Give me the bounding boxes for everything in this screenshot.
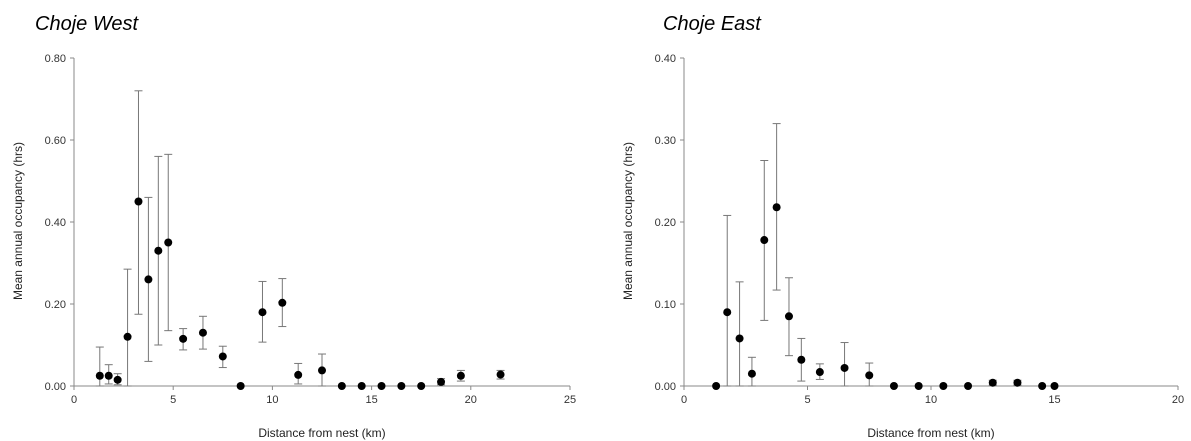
x-tick-label: 20	[1172, 394, 1184, 406]
chart-title: Choje West	[35, 13, 139, 35]
x-tick-label: 0	[681, 394, 687, 406]
data-point	[914, 382, 923, 390]
x-axis-label: Distance from nest (km)	[867, 426, 994, 440]
data-point	[456, 371, 465, 380]
y-tick-label: 0.40	[45, 217, 66, 229]
y-tick-label: 0.30	[655, 135, 676, 147]
data-point	[712, 382, 721, 390]
data-point	[104, 371, 113, 380]
data-point	[236, 382, 245, 390]
data-point	[134, 197, 143, 206]
data-point	[988, 378, 997, 387]
y-tick-label: 0.10	[655, 299, 676, 311]
x-tick-label: 10	[266, 394, 278, 406]
data-point	[377, 382, 386, 390]
x-tick-label: 15	[365, 394, 377, 406]
data-point	[144, 275, 153, 284]
data-point	[113, 375, 122, 384]
data-point	[723, 308, 732, 317]
y-tick-label: 0.20	[45, 299, 66, 311]
data-point	[417, 382, 426, 390]
data-point	[760, 236, 769, 245]
data-point	[397, 382, 406, 390]
chart-choje-west: Choje West 0 5 10 15 20 25 0.00 0.20 0.40 0.60 0.8…	[11, 13, 576, 440]
data-point	[1013, 378, 1022, 387]
y-tick-label: 0.00	[655, 381, 676, 393]
data-point	[939, 382, 948, 390]
error-bar	[123, 268, 132, 387]
error-bar	[735, 281, 744, 387]
x-tick-label: 15	[1048, 394, 1060, 406]
data-point	[294, 370, 303, 379]
y-tick-label: 0.00	[45, 381, 66, 393]
data-point	[772, 203, 781, 212]
data-point	[258, 308, 267, 317]
error-bar	[723, 214, 732, 387]
x-tick-label: 5	[804, 394, 810, 406]
data-point	[154, 246, 163, 255]
x-tick-label: 25	[564, 394, 576, 406]
data-point	[95, 371, 104, 380]
data-point	[357, 382, 366, 390]
y-tick-label: 0.40	[655, 53, 676, 65]
data-point	[198, 328, 207, 337]
data-point	[815, 368, 824, 377]
data-point	[784, 312, 793, 321]
data-point	[797, 355, 806, 364]
data-point	[747, 369, 756, 378]
data-point	[865, 371, 874, 380]
data-point	[889, 382, 898, 390]
x-tick-label: 20	[465, 394, 477, 406]
chart-choje-east: Choje East 0 5 10 15 200.000.100.200.300.40 …	[621, 13, 1184, 440]
x-tick-label: 0	[71, 394, 77, 406]
y-tick-label: 0.80	[45, 53, 66, 65]
x-axis-label: Distance from nest (km)	[258, 426, 385, 440]
data-point	[278, 298, 287, 307]
data-point	[496, 370, 505, 379]
chart-title: Choje East	[663, 13, 762, 35]
data-point	[964, 382, 973, 390]
data-point	[735, 334, 744, 343]
y-axis-label: Mean annual occupancy (hrs)	[11, 142, 25, 300]
y-tick-label: 0.20	[655, 217, 676, 229]
data-point	[318, 366, 326, 375]
error-bar	[95, 346, 104, 387]
data-point	[179, 334, 188, 343]
y-axis-label: Mean annual occupancy (hrs)	[621, 142, 635, 300]
data-point	[123, 332, 132, 341]
data-point	[164, 238, 173, 247]
data-point	[337, 382, 346, 390]
data-point	[218, 352, 227, 361]
y-tick-label: 0.60	[45, 135, 66, 147]
data-point	[840, 363, 849, 372]
data-point	[1050, 382, 1059, 390]
data-point	[437, 377, 446, 386]
x-tick-label: 10	[925, 394, 937, 406]
x-tick-label: 5	[170, 394, 176, 406]
data-point	[1038, 382, 1047, 390]
